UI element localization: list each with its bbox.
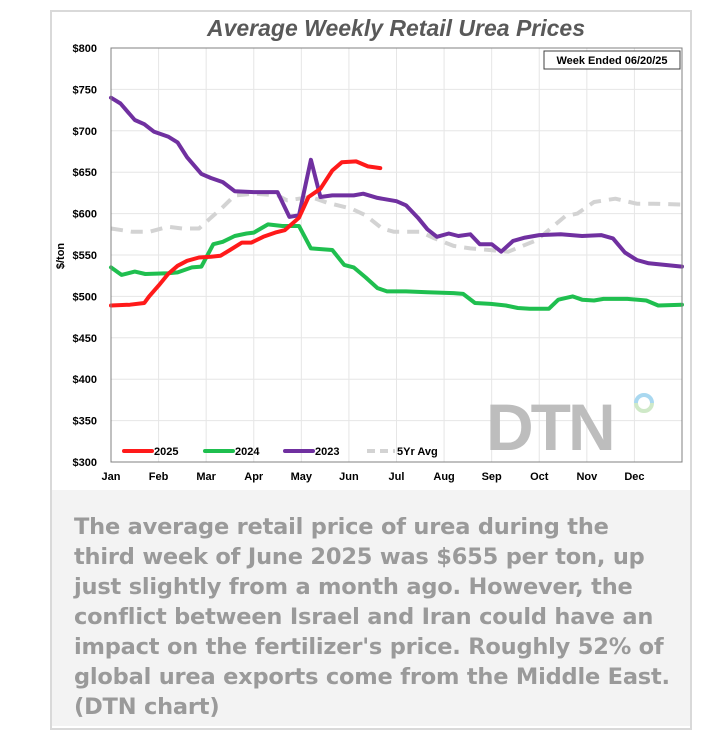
y-tick-label: $500	[73, 291, 97, 303]
y-tick-label: $300	[73, 457, 97, 469]
plot-border	[110, 47, 683, 463]
series-line-2023	[109, 95, 684, 269]
y-axis-ticks: $300 $350 $400 $450 $500 $550 $600 $650 $700 $750…	[73, 43, 97, 469]
dtn-logo-ring-bottom	[634, 402, 654, 413]
series-line-5yr-avg	[110, 191, 683, 254]
y-tick-label: $400	[73, 374, 97, 386]
y-tick-label: $600	[73, 209, 97, 221]
x-tick-label: Aug	[433, 471, 454, 483]
x-tick-label: Jan	[102, 471, 121, 483]
y-tick-label: $350	[73, 416, 97, 428]
dtn-logo-text: DTN	[486, 390, 613, 464]
y-tick-label: $700	[73, 126, 97, 138]
x-tick-label: May	[291, 471, 313, 483]
chart-caption: The average retail price of urea during …	[52, 490, 690, 726]
y-tick-label: $450	[73, 333, 97, 345]
dtn-logo-watermark: DTN	[486, 390, 654, 464]
week-ended-frame	[543, 50, 681, 70]
week-ended-label: Week Ended 06/20/25	[556, 55, 667, 67]
x-tick-label: Mar	[196, 471, 216, 483]
x-tick-label: Nov	[576, 471, 598, 483]
week-ended-box: Week Ended 06/20/25	[543, 50, 681, 70]
urea-price-chart: Average Weekly Retail Urea Prices DTN We…	[55, 15, 684, 483]
y-tick-label: $800	[73, 43, 97, 55]
y-axis-label: $/ton	[55, 243, 67, 270]
y-tick-label: $650	[73, 167, 97, 179]
x-tick-label: Jun	[339, 471, 359, 483]
y-tick-label: $550	[73, 250, 97, 262]
x-tick-label: Feb	[149, 471, 169, 483]
x-tick-label: Sep	[482, 471, 502, 483]
legend-label: 2024	[235, 446, 260, 458]
chart-title: Average Weekly Retail Urea Prices	[206, 15, 585, 41]
x-axis-ticks: Jan Feb Mar Apr May Jun Jul Aug Sep Oct Nov Dec	[102, 471, 645, 483]
series-line-2024	[109, 222, 684, 311]
x-tick-label: Dec	[624, 471, 644, 483]
series-line-2025	[109, 159, 383, 308]
legend-label: 2025	[154, 446, 178, 458]
dtn-logo-ring-top	[634, 393, 654, 404]
legend-label: 5Yr Avg	[397, 446, 438, 458]
legend-label: 2023	[315, 446, 339, 458]
x-tick-label: Oct	[530, 471, 549, 483]
series-lines	[109, 95, 684, 311]
x-tick-label: Apr	[244, 471, 264, 483]
y-tick-label: $750	[73, 84, 97, 96]
x-tick-label: Jul	[389, 471, 405, 483]
legend: 2025 2024 2023 5Yr Avg	[122, 446, 438, 458]
